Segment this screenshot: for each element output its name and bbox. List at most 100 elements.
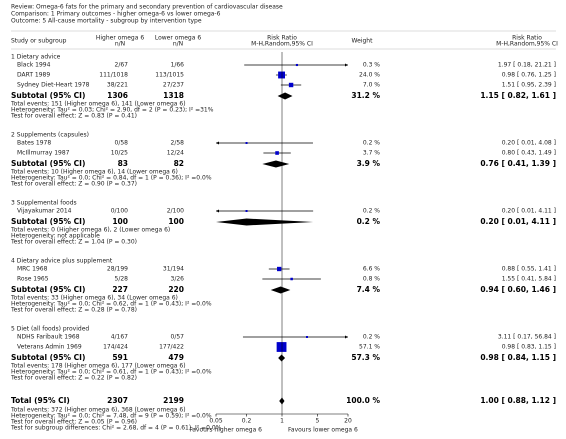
- favours-right: Favours lower omega 6: [288, 427, 358, 434]
- ci-label: 1.97 [ 0.18, 21.21 ]: [498, 62, 556, 69]
- group-title: 1 Dietary advice: [11, 54, 61, 61]
- summary-ci-label: 0.98 [ 0.84, 1.15 ]: [480, 353, 556, 362]
- lower-events: 31/194: [163, 266, 184, 273]
- summary-label: Subtotal (95% CI): [11, 217, 85, 226]
- lower-events: 1/66: [171, 62, 185, 69]
- ci-arrow: [345, 335, 348, 339]
- higher-events: 0/58: [115, 140, 129, 147]
- group-title: 5 Diet (all foods) provided: [11, 326, 89, 333]
- column-header: Weight: [352, 38, 374, 45]
- higher-events: 38/221: [107, 82, 128, 89]
- review: Review: Omega-6 fats for the primary and…: [11, 4, 283, 11]
- note: Test for overall effect: Z = 1.04 (P = 0…: [10, 239, 137, 246]
- study-marker: [295, 63, 298, 67]
- weight: 0.2 %: [363, 334, 380, 341]
- note: Test for subgroup differences: Chi² = 2.…: [10, 425, 222, 432]
- ci-arrow: [345, 63, 348, 67]
- summary-diamond: [270, 286, 291, 294]
- study-marker: [277, 266, 282, 272]
- summary-ci-label: 1.00 [ 0.88, 1.12 ]: [480, 396, 556, 405]
- ci-label: 1.55 [ 0.41, 5.84 ]: [502, 276, 556, 283]
- x-tick-label: 20: [344, 418, 352, 425]
- note: Heterogeneity: Tau² = 0.03; Chi² = 2.90,…: [11, 107, 214, 114]
- note: Heterogeneity: not applicable: [11, 233, 100, 240]
- lower-events: 2/100: [167, 208, 184, 215]
- weight: 0.3 %: [363, 62, 380, 69]
- summary-diamond: [216, 218, 314, 226]
- higher-total: 1306: [107, 91, 128, 100]
- weight: 0.2 %: [363, 140, 380, 147]
- summary-ci-label: 0.20 [ 0.01, 4.11 ]: [480, 217, 556, 226]
- study-name: NDHS Faribault 1968: [17, 334, 80, 341]
- higher-events: 111/1018: [99, 72, 128, 79]
- summary-weight: 100.0 %: [346, 396, 380, 405]
- column-header: Lower omega 6: [155, 35, 201, 42]
- x-tick-label: 1: [280, 418, 284, 425]
- lower-total: 220: [168, 285, 184, 294]
- note: Heterogeneity: Tau² = 0.0; Chi² = 0.61, …: [11, 369, 212, 376]
- higher-events: 10/25: [111, 150, 128, 157]
- comparison: Comparison: 1 Primary outcomes - higher …: [11, 11, 221, 18]
- higher-total: 100: [112, 217, 128, 226]
- study-name: Bates 1978: [17, 140, 51, 147]
- higher-events: 4/167: [111, 334, 128, 341]
- study-name: DART 1989: [17, 72, 50, 79]
- column-subheader: n/N: [115, 41, 125, 48]
- lower-total: 1318: [163, 91, 184, 100]
- note: Heterogeneity: Tau² = 0.0; Chi² = 0.84, …: [11, 175, 212, 182]
- summary-diamond: [278, 354, 286, 362]
- note: Test for overall effect: Z = 0.05 (P = 0…: [10, 419, 137, 426]
- column-subheader: n/N: [173, 41, 183, 48]
- higher-total: 227: [112, 285, 128, 294]
- column-header: Study or subgroup: [11, 38, 67, 45]
- ci-label: 0.98 [ 0.76, 1.25 ]: [502, 72, 556, 79]
- summary-label: Subtotal (95% CI): [11, 159, 85, 168]
- summary-diamond: [277, 92, 293, 100]
- note: Total events: 10 (Higher omega 6), 14 (L…: [10, 169, 178, 176]
- column-header: Risk Ratio: [267, 35, 297, 42]
- ci-label: 0.20 [ 0.01, 4.08 ]: [502, 140, 556, 147]
- column-header: Higher omega 6: [96, 35, 144, 42]
- higher-events: 174/424: [103, 344, 128, 351]
- group-title: 2 Supplements (capsules): [11, 132, 89, 139]
- study-marker: [288, 82, 294, 88]
- study-marker: [245, 210, 248, 212]
- study-name: Veterans Admin 1969: [17, 344, 82, 351]
- note: Test for overall effect: Z = 0.22 (P = 0…: [10, 375, 137, 382]
- weight: 57.1 %: [359, 344, 380, 351]
- summary-label: Subtotal (95% CI): [11, 353, 85, 362]
- lower-events: 113/1015: [155, 72, 184, 79]
- study-name: Sydney Diet-Heart 1978: [17, 82, 90, 89]
- weight: 0.2 %: [363, 208, 380, 215]
- note: Total events: 372 (Higher omega 6), 368 …: [10, 407, 186, 414]
- ci-arrow: [216, 141, 219, 145]
- favours-left: Favours higher omega 6: [189, 427, 262, 434]
- note: Total events: 178 (Higher omega 6), 177 …: [10, 363, 186, 370]
- study-marker: [276, 342, 287, 352]
- study-name: Black 1994: [17, 62, 51, 69]
- higher-total: 83: [118, 159, 128, 168]
- lower-events: 27/237: [163, 82, 184, 89]
- study-name: MRC 1968: [17, 266, 48, 273]
- higher-events: 0/100: [111, 208, 128, 215]
- column-header: Risk Ratio: [512, 35, 542, 42]
- lower-total: 100: [168, 217, 184, 226]
- higher-events: 5/28: [115, 276, 129, 283]
- summary-ci-label: 0.76 [ 0.41, 1.39 ]: [480, 159, 556, 168]
- weight: 24.0 %: [359, 72, 380, 79]
- note: Test for overall effect: Z = 0.90 (P = 0…: [10, 181, 137, 188]
- lower-total: 479: [168, 353, 184, 362]
- study-name: McIllmurray 1987: [17, 150, 70, 157]
- note: Total events: 0 (Higher omega 6), 2 (Low…: [10, 227, 170, 234]
- note: Total events: 151 (Higher omega 6), 141 …: [10, 101, 186, 108]
- weight: 6.6 %: [363, 266, 380, 273]
- note: Total events: 33 (Higher omega 6), 34 (L…: [10, 295, 178, 302]
- summary-weight: 57.3 %: [351, 353, 380, 362]
- column-subheader: M-H,Random,95% CI: [496, 41, 558, 48]
- summary-label: Subtotal (95% CI): [11, 91, 85, 100]
- higher-total: 2307: [107, 396, 128, 405]
- outcome: Outcome: 5 All-cause mortality - subgrou…: [11, 18, 202, 25]
- summary-weight: 31.2 %: [351, 91, 380, 100]
- study-marker: [278, 71, 285, 79]
- lower-events: 2/58: [171, 140, 185, 147]
